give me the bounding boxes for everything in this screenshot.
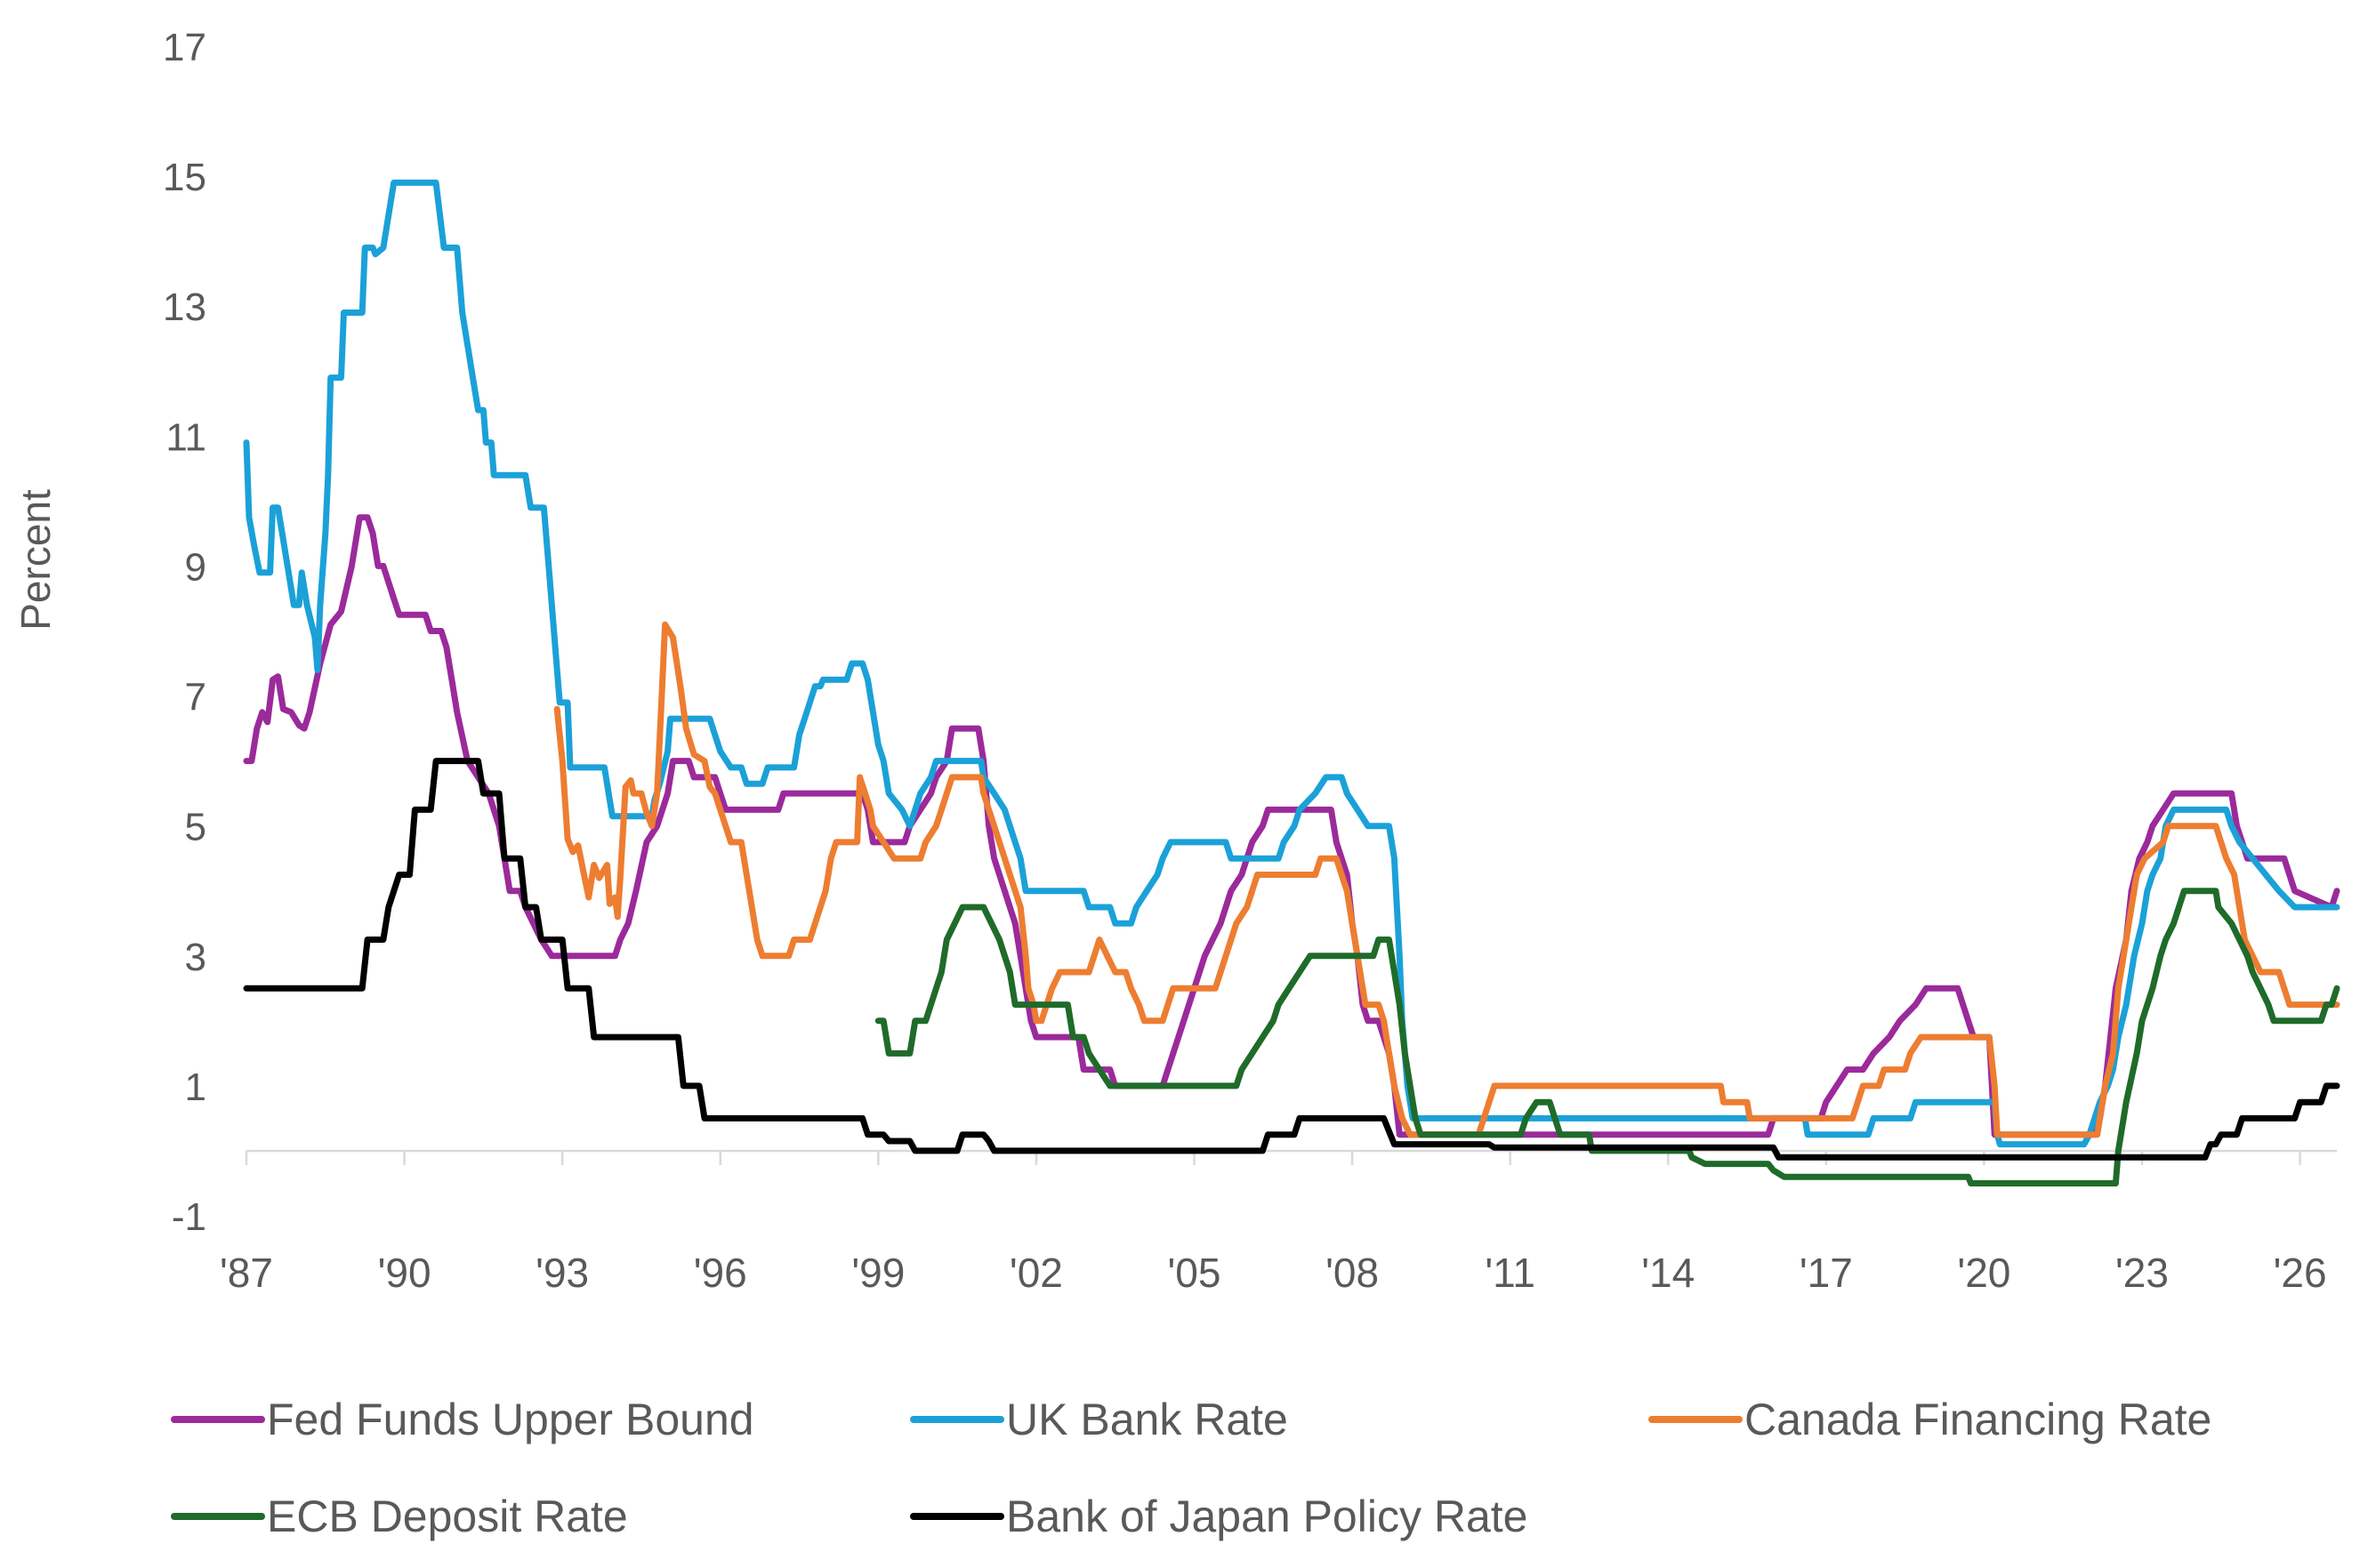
y-tick-label: 11 bbox=[165, 415, 206, 459]
legend-item: UK Bank Rate bbox=[910, 1395, 1288, 1444]
x-tick-label: '96 bbox=[694, 1250, 747, 1296]
x-tick-label: '08 bbox=[1325, 1250, 1379, 1296]
x-tick-label: '05 bbox=[1168, 1250, 1221, 1296]
legend-label: UK Bank Rate bbox=[1006, 1395, 1288, 1444]
legend-label: Canada Financing Rate bbox=[1744, 1395, 2211, 1444]
y-tick-label: 13 bbox=[163, 285, 206, 329]
x-tick-label: '20 bbox=[1957, 1250, 2010, 1296]
y-tick-label: 15 bbox=[163, 156, 206, 199]
x-tick-label: '17 bbox=[1800, 1250, 1853, 1296]
y-tick-label: 3 bbox=[185, 936, 206, 979]
x-tick-label: '90 bbox=[378, 1250, 431, 1296]
x-tick-label: '11 bbox=[1485, 1250, 1535, 1296]
x-tick-label: '99 bbox=[851, 1250, 905, 1296]
y-tick-label: 17 bbox=[163, 26, 206, 69]
y-tick-label: 1 bbox=[185, 1065, 206, 1109]
series-line-canada-financing-rate bbox=[553, 621, 2340, 1138]
legend-item: ECB Deposit Rate bbox=[171, 1492, 628, 1541]
series-line-bank-of-japan-policy-rate bbox=[243, 758, 2340, 1161]
x-tick-label: '02 bbox=[1010, 1250, 1063, 1296]
x-tick-label: '93 bbox=[536, 1250, 589, 1296]
legend-item: Fed Funds Upper Bound bbox=[171, 1395, 754, 1444]
legend-label: Fed Funds Upper Bound bbox=[267, 1395, 754, 1444]
x-tick-label: '26 bbox=[2274, 1250, 2327, 1296]
legend: Fed Funds Upper Bound UK Bank Rate Canada … bbox=[171, 1395, 2211, 1541]
series-line-uk-bank-rate bbox=[243, 179, 2340, 1148]
legend-label: ECB Deposit Rate bbox=[267, 1492, 628, 1541]
legend-item: Canada Financing Rate bbox=[1648, 1395, 2211, 1444]
y-tick-label: 7 bbox=[185, 676, 206, 720]
series-line-fed-funds-upper-bound bbox=[243, 514, 2340, 1138]
y-tick-label: -1 bbox=[172, 1195, 206, 1239]
series-lines bbox=[243, 179, 2340, 1186]
y-tick-label: 5 bbox=[185, 806, 206, 849]
y-tick-label: 9 bbox=[185, 545, 206, 589]
y-axis-label: Percent bbox=[12, 489, 59, 631]
x-tick-label: '23 bbox=[2115, 1250, 2169, 1296]
x-axis: '87 '90 '93 '96 '99 '02 '05 '08 '11 '14 '17 '20 '23 '… bbox=[220, 1149, 2337, 1296]
series-line-ecb-deposit-rate bbox=[874, 888, 2340, 1186]
legend-label: Bank of Japan Policy Rate bbox=[1006, 1492, 1527, 1541]
x-tick-label: '14 bbox=[1641, 1250, 1695, 1296]
x-tick-label: '87 bbox=[220, 1250, 273, 1296]
legend-item: Bank of Japan Policy Rate bbox=[910, 1492, 1527, 1541]
